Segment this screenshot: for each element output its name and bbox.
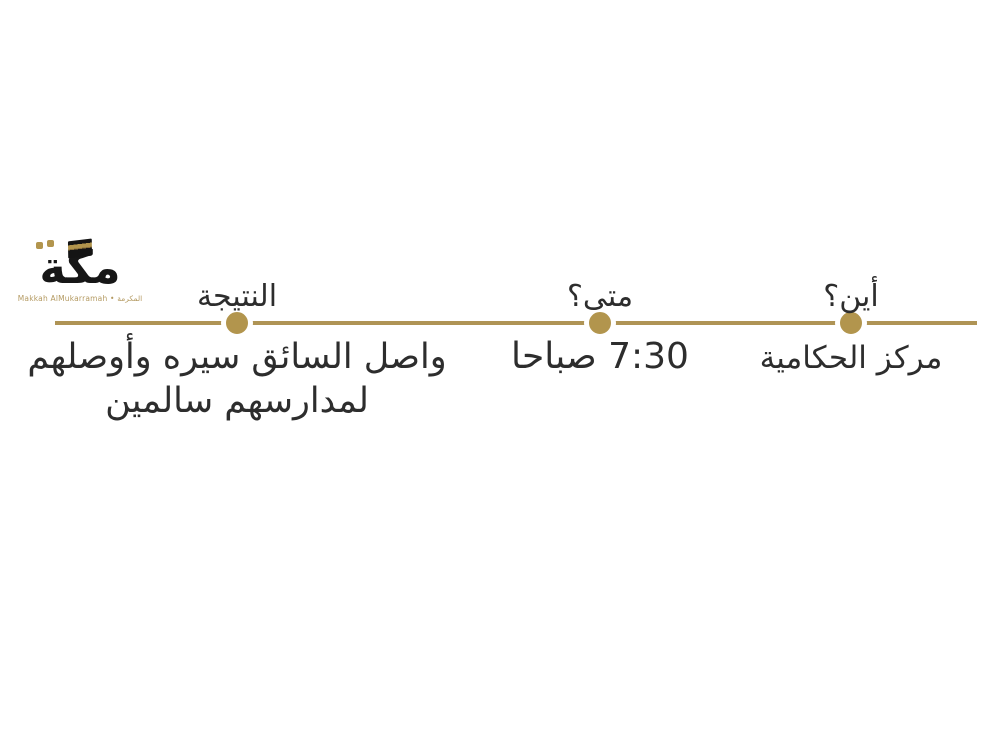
- logo-gold-dot-icon: [47, 240, 54, 247]
- timeline-item-where: أين؟ مركز الحكامية: [701, 250, 1000, 376]
- timeline-item-result: النتيجة واصل السائق سيره وأوصلهم لمدارسه…: [17, 250, 457, 424]
- answer-result: واصل السائق سيره وأوصلهم لمدارسهم سالمين: [17, 336, 457, 424]
- timeline-node-result: [221, 307, 253, 339]
- answer-when: 7:30 صباحا: [511, 336, 689, 377]
- question-when: متى؟: [566, 278, 634, 314]
- question-result: النتيجة: [196, 278, 278, 314]
- timeline-node-where: [835, 307, 867, 339]
- timeline-node-when: [584, 307, 616, 339]
- timeline-line: [55, 321, 977, 325]
- logo-gold-dot-icon: [36, 242, 43, 249]
- makkah-logo: مكة Makkah AlMukarramah • المكرمة: [14, 238, 146, 304]
- timeline-item-when: متى؟ 7:30 صباحا: [450, 250, 750, 377]
- answer-where: مركز الحكامية: [759, 340, 943, 376]
- makkah-logo-tagline: Makkah AlMukarramah • المكرمة: [17, 294, 143, 304]
- question-where: أين؟: [823, 278, 879, 314]
- answer-result-line2: لمدارسهم سالمين: [105, 380, 369, 421]
- answer-result-line1: واصل السائق سيره وأوصلهم: [27, 337, 447, 377]
